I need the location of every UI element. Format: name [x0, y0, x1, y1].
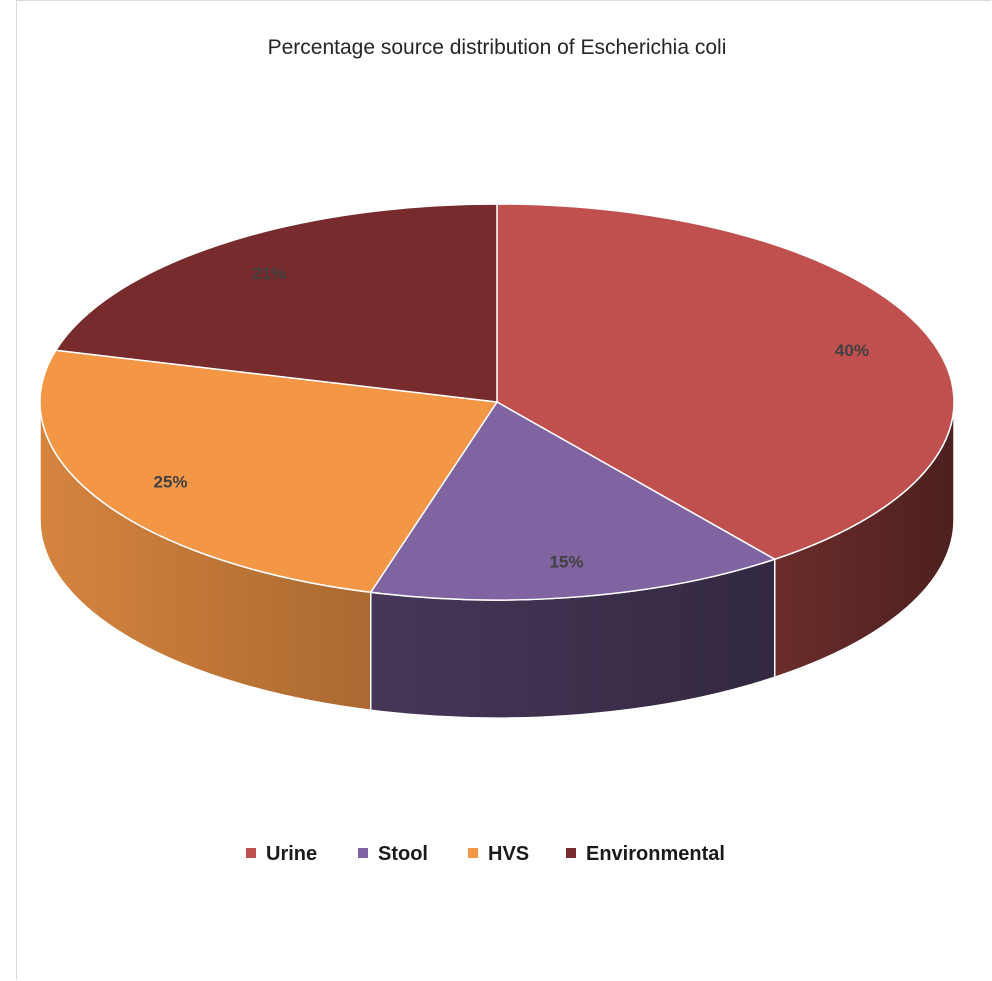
legend-item-environmental: Environmental: [566, 843, 725, 865]
data-label-stool: 15%: [550, 553, 584, 572]
legend-label: HVS: [488, 843, 529, 865]
legend-label: Environmental: [586, 843, 725, 865]
data-label-environmental: 21%: [252, 264, 286, 283]
data-label-hvs: 25%: [154, 473, 188, 492]
pie-slice-environmental: [54, 203, 498, 403]
data-label-urine: 40%: [835, 341, 869, 360]
data-labels: 40% 15% 25% 21%: [154, 264, 869, 571]
pie-side-walls: [39, 401, 955, 719]
legend-label: Urine: [266, 843, 317, 865]
pie-top-slices: [39, 203, 955, 601]
legend-swatch: [468, 848, 478, 858]
legend-item-urine: Urine: [246, 843, 317, 865]
legend: Urine Stool HVS Environmental: [246, 843, 725, 865]
chart-title: Percentage source distribution of Escher…: [268, 36, 727, 59]
legend-item-hvs: HVS: [468, 843, 529, 865]
pie-slice-urine: [496, 203, 955, 561]
legend-swatch: [358, 848, 368, 858]
legend-swatch: [566, 848, 576, 858]
pie-slice-hvs: [39, 349, 499, 594]
legend-label: Stool: [378, 843, 428, 865]
legend-swatch: [246, 848, 256, 858]
pie-slice-stool: [369, 401, 777, 601]
legend-item-stool: Stool: [358, 843, 428, 865]
